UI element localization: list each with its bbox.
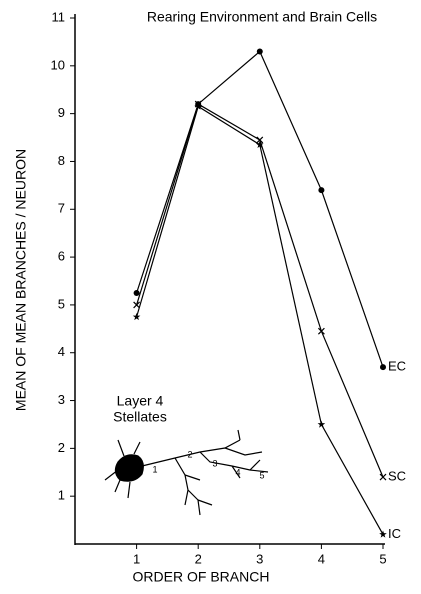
series-line xyxy=(136,50,384,368)
y-tick-label: 3 xyxy=(58,392,65,407)
x-tick-label: 2 xyxy=(195,551,202,566)
y-tick-label: 5 xyxy=(58,296,65,311)
marker xyxy=(256,140,264,148)
branch-label: 4 xyxy=(235,467,240,477)
x-tick-label: 5 xyxy=(379,551,386,566)
marker xyxy=(133,301,141,309)
series-label: IC xyxy=(388,526,401,541)
series-label: EC xyxy=(388,359,406,374)
branch-label: 1 xyxy=(152,464,157,474)
marker xyxy=(317,327,325,335)
series-label: SC xyxy=(388,468,406,483)
marker xyxy=(132,312,141,321)
chart-title: Rearing Environment and Brain Cells xyxy=(147,9,377,25)
y-tick-label: 10 xyxy=(51,57,65,72)
y-axis-label: MEAN OF MEAN BRANCHES / NEURON xyxy=(13,149,29,411)
marker xyxy=(133,289,140,296)
marker xyxy=(379,473,387,481)
y-tick-label: 11 xyxy=(52,9,66,24)
branch-label: 3 xyxy=(212,458,217,468)
x-tick-label: 4 xyxy=(318,551,325,566)
branch-label: 2 xyxy=(187,449,192,459)
marker xyxy=(256,136,264,144)
x-tick-label: 3 xyxy=(256,551,263,566)
y-tick-label: 9 xyxy=(58,105,65,120)
y-tick-label: 2 xyxy=(58,440,65,455)
marker xyxy=(256,48,263,55)
x-axis-label: ORDER OF BRANCH xyxy=(133,569,270,585)
marker xyxy=(318,187,325,194)
x-tick-label: 1 xyxy=(133,551,140,566)
marker xyxy=(380,364,386,371)
neuron-drawing xyxy=(104,429,269,516)
y-tick-label: 8 xyxy=(58,153,65,168)
series-line xyxy=(136,103,384,478)
y-tick-label: 1 xyxy=(58,488,65,503)
inset-title: Stellates xyxy=(113,409,167,425)
y-tick-label: 6 xyxy=(58,249,65,264)
y-tick-label: 7 xyxy=(58,201,65,216)
marker xyxy=(379,530,387,538)
inset-title: Layer 4 xyxy=(117,393,164,409)
marker xyxy=(317,420,326,428)
branch-label: 5 xyxy=(259,470,264,480)
marker xyxy=(194,102,202,110)
y-tick-label: 4 xyxy=(58,344,65,359)
